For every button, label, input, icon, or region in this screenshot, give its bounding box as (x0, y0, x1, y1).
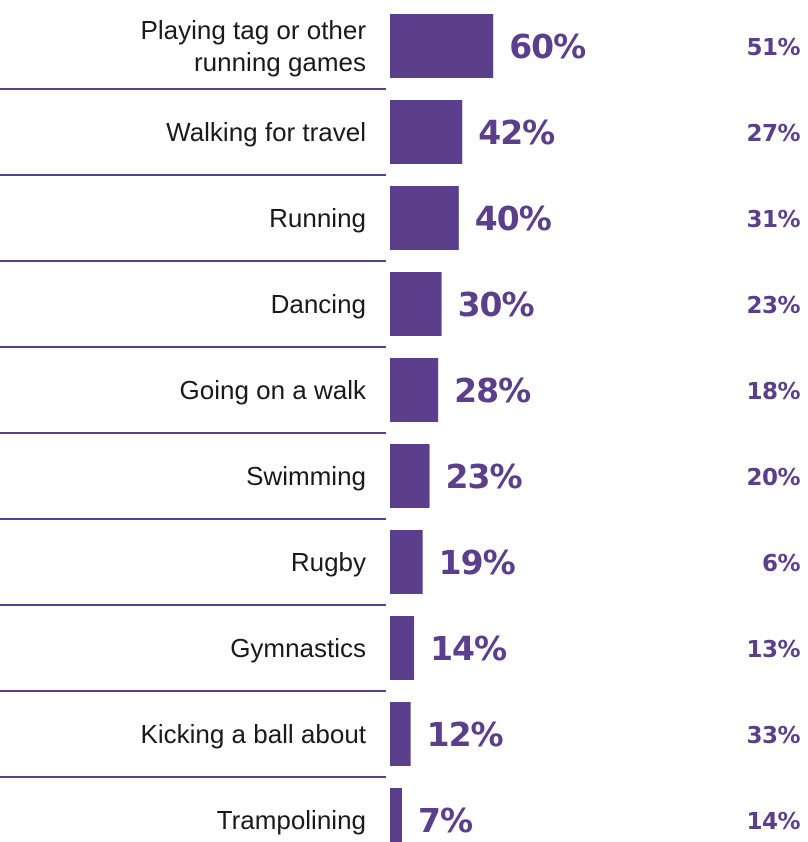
value-label: 30% (458, 285, 535, 324)
comparison-value-label: 13% (746, 637, 800, 663)
category-label: Running (269, 203, 366, 233)
comparison-value-label: 14% (746, 809, 800, 835)
category-label: Walking for travel (166, 117, 366, 147)
value-label: 12% (427, 715, 504, 754)
value-label: 14% (430, 629, 507, 668)
value-label: 7% (418, 801, 473, 840)
value-labels: 60% 42% 40% 30% 28% 23% 19% 14% 12% 7% (418, 27, 587, 840)
category-label: Trampolining (217, 805, 366, 835)
bars (390, 14, 494, 842)
bar (390, 530, 423, 594)
comparison-value-label: 18% (746, 379, 800, 405)
bar (390, 14, 494, 78)
value-label: 40% (475, 199, 552, 238)
row-dividers (0, 88, 386, 778)
comparison-value-label: 31% (746, 207, 800, 233)
category-label: running games (194, 47, 366, 77)
value-label: 60% (509, 27, 586, 66)
value-label: 42% (478, 113, 555, 152)
bar (390, 788, 403, 842)
comparison-value-label: 51% (746, 35, 800, 61)
bar (390, 272, 442, 336)
category-label: Playing tag or other (141, 15, 367, 45)
bar (390, 444, 430, 508)
comparison-value-labels: 51% 27% 31% 23% 18% 20% 6% 13% 33% 14% (746, 35, 801, 835)
value-label: 19% (439, 543, 516, 582)
bar (390, 186, 459, 250)
value-label: 23% (446, 457, 523, 496)
bar (390, 100, 463, 164)
comparison-value-label: 27% (746, 121, 800, 147)
value-label: 28% (454, 371, 531, 410)
category-label: Kicking a ball about (141, 719, 367, 749)
bar (390, 616, 415, 680)
category-label: Rugby (291, 547, 366, 577)
category-label: Gymnastics (230, 633, 366, 663)
bar (390, 358, 439, 422)
comparison-value-label: 23% (746, 293, 800, 319)
bar (390, 702, 411, 766)
comparison-value-label: 20% (746, 465, 800, 491)
category-label: Swimming (246, 461, 366, 491)
comparison-value-label: 33% (746, 723, 800, 749)
category-label: Dancing (271, 289, 366, 319)
comparison-value-label: 6% (762, 551, 801, 577)
category-label: Going on a walk (180, 375, 367, 405)
